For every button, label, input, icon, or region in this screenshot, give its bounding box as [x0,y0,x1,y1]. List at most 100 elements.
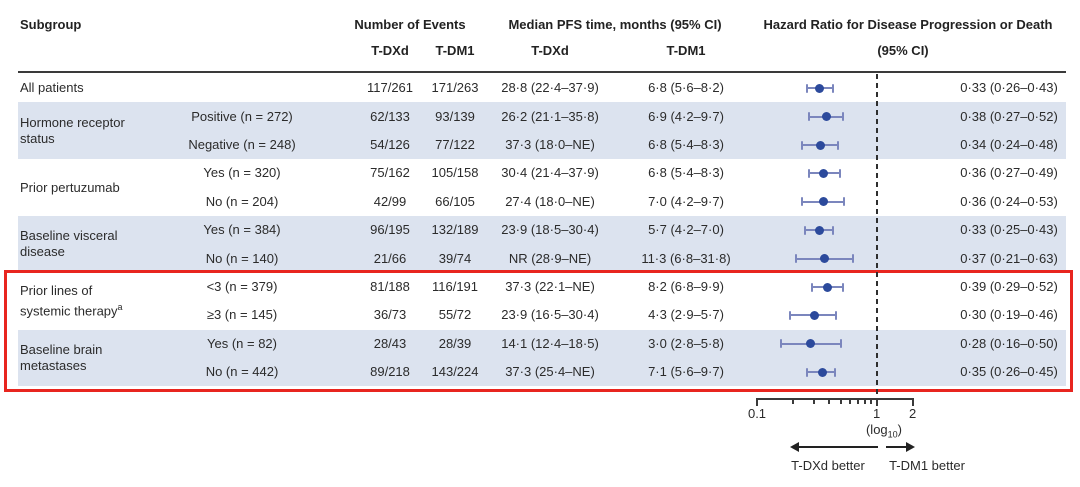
ci-cap-low [794,254,797,264]
subgroup-label-line: metastases [20,357,87,373]
cell-hazard-ratio: 0·33 (0·26–0·43) [960,80,1058,96]
axis-minor-tick [857,398,860,404]
cell-category: Yes (n = 384) [203,222,281,238]
shaded-row-band [18,130,1066,160]
subgroup-label-line: Prior pertuzumab [20,179,120,195]
cell-events-tdm1: 39/74 [438,250,472,266]
cell-category: ≥3 (n = 145) [206,307,278,323]
cell-events-tdxd: 89/218 [370,364,410,380]
column-header-median-pfs: Median PFS time, months (95% CI) [508,17,722,32]
axis-major-tick [756,398,758,406]
cell-median-pfs-tdxd: 26·2 (21·1–35·8) [501,108,599,124]
subgroup-label: Baseline visceral disease [20,216,118,273]
cell-events-tdm1: 66/105 [435,193,475,209]
axis-tick-label: 1 [872,406,881,421]
subgroup-label-line: Hormone receptor [20,114,125,130]
ci-cap-high [841,282,844,292]
hr-point-estimate [816,140,826,150]
subgroup-label: Prior lines of systemic therapya [20,273,123,330]
hr-point-estimate [817,367,827,377]
cell-median-pfs-tdxd: 28·8 (22·4–37·9) [501,80,599,96]
cell-category: No (n = 204) [205,193,279,209]
column-header-hazard-ratio-ci: (95% CI) [877,43,929,58]
hr-point-estimate [821,112,831,122]
cell-events-tdm1: 55/72 [438,307,472,323]
axis-major-tick [911,398,914,406]
axis-minor-tick [813,398,816,404]
ci-cap-high [834,367,837,377]
cell-median-pfs-tdm1: 3·0 (2·8–5·8) [648,335,724,351]
cell-median-pfs-tdm1: 7·0 (4·2–9·7) [648,193,724,209]
hr-point-estimate [805,339,815,349]
cell-events-tdm1: 28/39 [438,335,472,351]
ci-cap-high [837,140,840,150]
cell-median-pfs-tdxd: NR (28·9–NE) [508,250,592,266]
cell-events-tdxd: 81/188 [370,279,410,294]
shaded-row-band [18,329,1066,358]
axis-minor-tick [792,398,794,404]
header-divider-line [18,71,1066,73]
hr-axis-line [757,398,913,400]
subgroup-label-line: All patients [20,80,84,96]
hr-point-estimate [819,168,829,178]
hr-point-estimate [823,282,833,292]
axis-tick-label: 2 [908,406,917,421]
cell-events-tdxd: 36/73 [373,307,407,323]
cell-events-tdxd: 75/162 [370,165,410,181]
axis-minor-tick [828,398,830,404]
axis-major-tick [875,398,878,406]
cell-hazard-ratio: 0·34 (0·24–0·48) [960,137,1058,152]
ci-cap-low [805,367,808,377]
ci-cap-low [807,168,810,178]
shaded-row-band [18,244,1066,273]
ci-cap-high [831,225,834,235]
cell-median-pfs-tdxd: 37·3 (18·0–NE) [505,137,595,152]
axis-minor-tick [864,398,866,404]
cell-median-pfs-tdxd: 37·3 (22·1–NE) [505,279,595,294]
column-header-hazard-ratio: Hazard Ratio for Disease Progression or … [763,17,1053,32]
cell-events-tdm1: 116/191 [431,279,479,294]
ci-cap-low [801,140,804,150]
column-header-number-of-events: Number of Events [354,17,466,32]
cell-category: Yes (n = 320) [203,165,281,181]
tdxd-better-arrowhead [790,442,799,452]
cell-events-tdxd: 54/126 [370,137,410,152]
axis-minor-tick [849,398,852,404]
subgroup-label-line: Prior lines of [20,283,93,299]
axis-minor-tick [839,398,842,404]
cell-median-pfs-tdm1: 6·8 (5·4–8·3) [648,165,724,181]
cell-median-pfs-tdxd: 23·9 (18·5–30·4) [501,222,599,238]
tdm1-better-arrow [886,446,906,448]
cell-median-pfs-tdm1: 6·8 (5·6–8·2) [648,80,724,96]
cell-median-pfs-tdm1: 7·1 (5·6–9·7) [648,364,724,380]
cell-category: No (n = 442) [205,364,279,380]
cell-median-pfs-tdm1: 8·2 (6·8–9·9) [648,279,724,294]
cell-median-pfs-tdxd: 37·3 (25·4–NE) [505,364,595,380]
cell-events-tdm1: 171/263 [431,80,479,96]
axis-scale-note-sub: 10 [887,429,898,440]
column-header-events-tdm1: T-DM1 [435,43,475,58]
cell-median-pfs-tdm1: 4·3 (2·9–5·7) [648,307,724,323]
cell-category: Positive (n = 272) [191,108,293,124]
cell-hazard-ratio: 0·33 (0·25–0·43) [960,222,1058,238]
ci-cap-low [780,339,783,349]
cell-events-tdxd: 28/43 [373,335,407,351]
subgroup-label-line: status [20,130,55,146]
cell-median-pfs-tdm1: 11·3 (6·8–31·8) [641,250,731,266]
cell-events-tdxd: 21/66 [373,250,407,266]
axis-tick-label: 0.1 [747,406,767,421]
ci-cap-high [841,112,844,122]
cell-hazard-ratio: 0·37 (0·21–0·63) [960,250,1058,266]
column-header-events-tdxd: T-DXd [371,43,409,58]
hr-point-estimate [809,310,819,320]
ci-cap-high [835,310,838,320]
ci-cap-low [789,310,792,320]
subgroup-label-line: Baseline brain [20,341,103,357]
column-header-pfs-tdxd: T-DXd [531,43,569,58]
shaded-row-band [18,216,1066,245]
cell-hazard-ratio: 0·36 (0·24–0·53) [960,193,1058,209]
cell-median-pfs-tdm1: 5·7 (4·2–7·0) [648,222,724,238]
shaded-row-band [18,102,1066,131]
cell-median-pfs-tdxd: 23·9 (16·5–30·4) [501,307,599,323]
